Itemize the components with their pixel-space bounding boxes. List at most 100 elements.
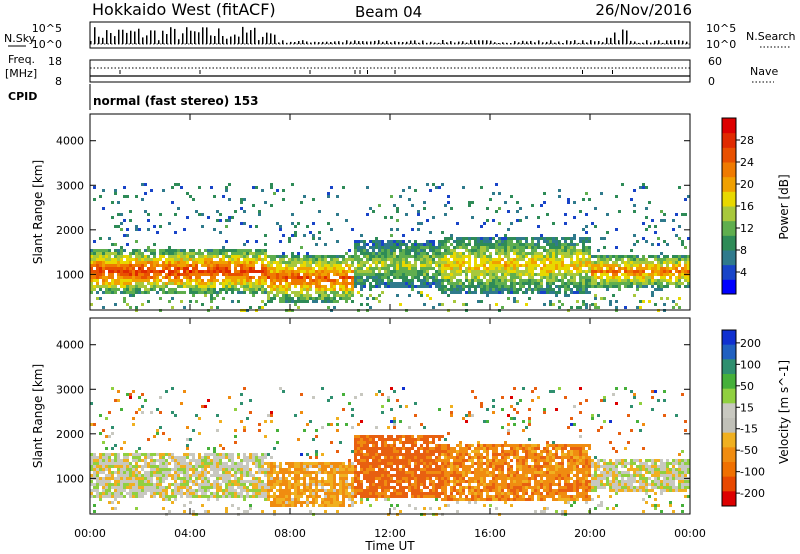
heat-cell: [111, 216, 114, 219]
heat-cell: [354, 267, 357, 270]
heat-cell: [135, 252, 138, 255]
heat-cell: [132, 492, 135, 495]
heat-cell: [237, 276, 240, 279]
heat-cell: [102, 489, 105, 492]
heat-cell: [588, 252, 591, 255]
heat-cell: [102, 453, 105, 456]
heat-cell: [93, 285, 96, 288]
heat-cell: [501, 249, 504, 252]
heat-cell: [156, 489, 159, 492]
y-tick-label: 1000: [56, 268, 84, 281]
heat-cell: [666, 267, 669, 270]
heat-cell: [201, 279, 204, 282]
heat-cell: [183, 453, 186, 456]
heat-cell: [246, 282, 249, 285]
heat-cell: [486, 246, 489, 249]
heat-cell: [390, 252, 393, 255]
heat-cell: [129, 486, 132, 489]
heat-cell: [324, 489, 327, 492]
heat-cell: [216, 252, 219, 255]
heat-cell: [606, 261, 609, 264]
heat-cell: [240, 291, 243, 294]
heat-cell: [144, 258, 147, 261]
heat-cell: [357, 243, 360, 246]
heat-cell: [171, 249, 174, 252]
heat-cell: [513, 270, 516, 273]
heat-cell: [312, 465, 315, 468]
heat-cell: [594, 282, 597, 285]
heat-cell: [651, 219, 654, 222]
heat-cell: [216, 414, 219, 417]
heat-cell: [270, 468, 273, 471]
heat-cell: [390, 420, 393, 423]
heat-cell: [222, 282, 225, 285]
heat-cell: [573, 282, 576, 285]
heat-cell: [375, 456, 378, 459]
heat-cell: [573, 216, 576, 219]
heat-cell: [237, 492, 240, 495]
heat-cell: [90, 267, 93, 270]
heat-cell: [201, 474, 204, 477]
heat-cell: [165, 267, 168, 270]
heat-cell: [261, 270, 264, 273]
heat-cell: [225, 477, 228, 480]
heat-cell: [204, 510, 207, 513]
heat-cell: [141, 255, 144, 258]
heat-cell: [675, 279, 678, 282]
heat-cell: [360, 462, 363, 465]
heat-cell: [423, 303, 426, 306]
heat-cell: [222, 246, 225, 249]
heat-cell: [207, 270, 210, 273]
heat-cell: [582, 282, 585, 285]
heat-cell: [465, 243, 468, 246]
heat-cell: [333, 261, 336, 264]
heat-cell: [318, 231, 321, 234]
heat-cell: [381, 264, 384, 267]
heat-cell: [297, 270, 300, 273]
heat-cell: [195, 495, 198, 498]
heat-cell: [381, 438, 384, 441]
heat-cell: [372, 474, 375, 477]
heat-cell: [612, 267, 615, 270]
heat-cell: [495, 243, 498, 246]
heat-cell: [360, 486, 363, 489]
heat-cell: [144, 477, 147, 480]
heat-cell: [240, 198, 243, 201]
heat-cell: [363, 489, 366, 492]
heat-cell: [399, 270, 402, 273]
heat-cell: [471, 252, 474, 255]
heat-cell: [297, 273, 300, 276]
heat-cell: [327, 504, 330, 507]
heat-cell: [123, 270, 126, 273]
heat-cell: [615, 261, 618, 264]
heat-cell: [387, 240, 390, 243]
heat-cell: [318, 279, 321, 282]
heat-cell: [363, 282, 366, 285]
heat-cell: [123, 483, 126, 486]
heat-cell: [156, 258, 159, 261]
heat-cell: [309, 258, 312, 261]
heat-cell: [291, 291, 294, 294]
heat-cell: [504, 279, 507, 282]
heat-cell: [444, 264, 447, 267]
heat-cell: [435, 186, 438, 189]
heat-cell: [441, 231, 444, 234]
heat-cell: [147, 249, 150, 252]
heat-cell: [396, 495, 399, 498]
heat-cell: [171, 501, 174, 504]
heat-cell: [123, 462, 126, 465]
heat-cell: [237, 462, 240, 465]
heat-cell: [336, 267, 339, 270]
noise-bar: [634, 41, 636, 44]
heat-cell: [345, 219, 348, 222]
heat-cell: [498, 246, 501, 249]
heat-cell: [141, 489, 144, 492]
heat-cell: [420, 222, 423, 225]
heat-cell: [90, 258, 93, 261]
heat-cell: [627, 258, 630, 261]
heat-cell: [126, 261, 129, 264]
heat-cell: [183, 483, 186, 486]
heat-cell: [330, 261, 333, 264]
heat-cell: [264, 279, 267, 282]
heat-cell: [678, 279, 681, 282]
